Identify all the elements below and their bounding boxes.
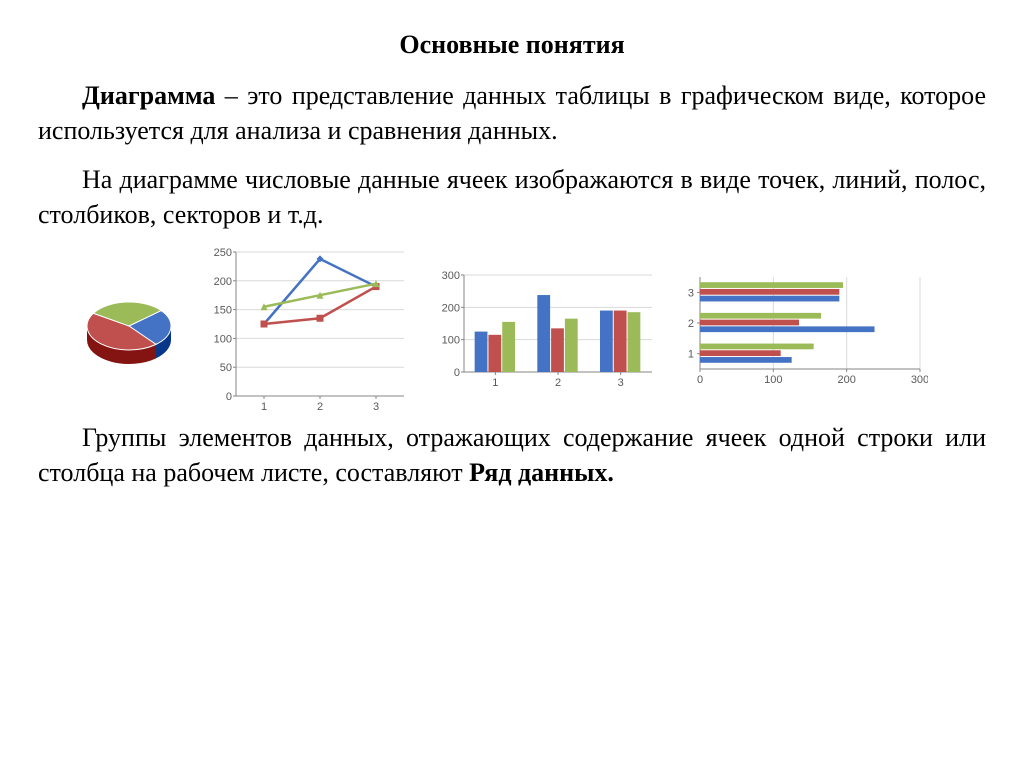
term-data-series: Ряд данных. — [469, 458, 614, 487]
svg-text:3: 3 — [688, 288, 694, 300]
description-text: На диаграмме числовые данные ячеек изобр… — [38, 165, 986, 229]
svg-text:1: 1 — [261, 401, 267, 413]
document-page: Основные понятия Диаграмма – это предста… — [0, 0, 1024, 767]
svg-text:1: 1 — [492, 377, 498, 389]
paragraph-series: Группы элементов данных, отражающих соде… — [38, 420, 986, 490]
svg-text:150: 150 — [214, 305, 232, 317]
svg-text:1: 1 — [688, 349, 694, 361]
svg-text:2: 2 — [317, 401, 323, 413]
charts-row: 0 50 100 150 200 250 1 2 3 0 100 200 300 1 2 3 0 100 200… — [74, 246, 986, 416]
svg-text:100: 100 — [764, 374, 782, 386]
svg-text:3: 3 — [373, 401, 379, 413]
svg-text:0: 0 — [454, 367, 460, 379]
svg-text:50: 50 — [220, 363, 232, 375]
svg-text:100: 100 — [214, 334, 232, 346]
svg-text:200: 200 — [214, 276, 232, 288]
svg-text:300: 300 — [442, 270, 460, 282]
svg-text:200: 200 — [837, 374, 855, 386]
svg-text:100: 100 — [442, 335, 460, 347]
hbar-chart: 0 100 200 300 1 2 3 — [678, 271, 928, 391]
paragraph-definition: Диаграмма – это представление данных таб… — [38, 78, 986, 148]
bar-chart: 0 100 200 300 1 2 3 — [430, 269, 660, 394]
svg-text:250: 250 — [214, 247, 232, 259]
term-diagram: Диаграмма — [82, 81, 215, 110]
svg-text:3: 3 — [618, 377, 624, 389]
pie-chart — [74, 286, 184, 376]
svg-text:2: 2 — [555, 377, 561, 389]
page-title: Основные понятия — [38, 30, 986, 60]
svg-text:0: 0 — [697, 374, 703, 386]
svg-text:300: 300 — [911, 374, 928, 386]
svg-text:0: 0 — [226, 391, 232, 403]
svg-text:2: 2 — [688, 318, 694, 330]
paragraph-description: На диаграмме числовые данные ячеек изобр… — [38, 162, 986, 232]
line-chart: 0 50 100 150 200 250 1 2 3 — [202, 246, 412, 416]
svg-text:200: 200 — [442, 302, 460, 314]
